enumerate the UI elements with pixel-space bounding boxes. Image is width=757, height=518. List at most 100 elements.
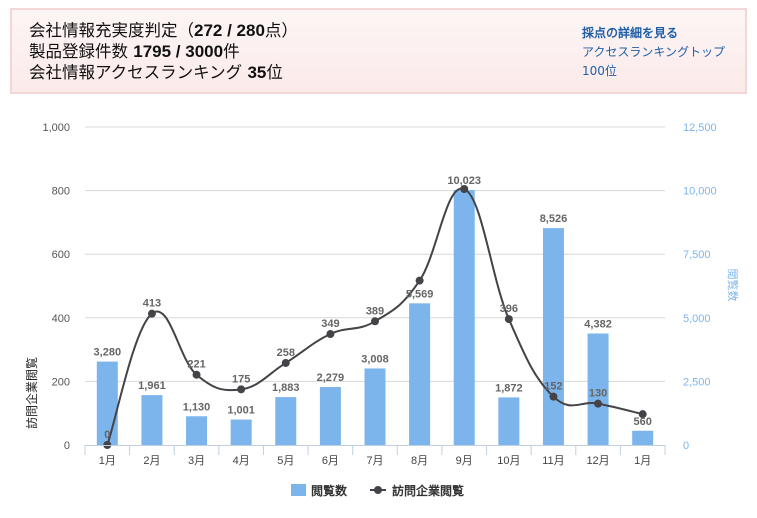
- data-labels: 3,280 1,961 1,130 1,001 1,883 2,279 3,008 5,569…: [94, 175, 652, 441]
- line-data-label: 413: [143, 298, 161, 310]
- bar-data-label: 10,023: [447, 175, 481, 187]
- ranking-label: 会社情報アクセスランキング: [29, 63, 248, 82]
- left-axis-tick-label: 1,000: [42, 122, 70, 134]
- bar-views: [542, 228, 564, 445]
- score-suffix: 点）: [264, 21, 298, 40]
- product-count-suffix: 件: [223, 42, 240, 61]
- legend-item-views[interactable]: 閲覧数: [291, 483, 348, 498]
- profile-completeness-score: 会社情報充実度判定（272 / 280点）: [29, 20, 298, 41]
- bar-views: [453, 190, 475, 445]
- legend-bar-swatch: [291, 484, 306, 496]
- right-axis-tick-label: 10,000: [683, 186, 717, 198]
- line-point-company-visits: [192, 370, 201, 379]
- grid-lines: [85, 126, 665, 382]
- line-point-company-visits: [281, 358, 290, 367]
- bar-views: [186, 416, 208, 445]
- legend-label-company-visits: 訪問企業閲覧: [392, 483, 464, 498]
- bar-data-label: 1,001: [227, 405, 255, 417]
- left-axis-tick-label: 400: [52, 313, 70, 325]
- line-path-company-visits: [106, 187, 643, 446]
- bar-views: [632, 430, 654, 445]
- score-label: 会社情報充実度判定（: [29, 21, 194, 40]
- bar-data-label: 3,280: [94, 347, 122, 359]
- line-data-label: 349: [321, 318, 339, 330]
- legend-item-company-visits[interactable]: 訪問企業閲覧: [370, 483, 464, 498]
- line-point-company-visits: [460, 185, 469, 194]
- line-point-company-visits: [504, 315, 513, 324]
- x-axis-tick-label: 9月: [456, 455, 473, 467]
- bar-views: [364, 368, 386, 445]
- product-count-label: 製品登録件数: [29, 42, 134, 61]
- legend: 閲覧数 訪問企業閲覧: [291, 483, 464, 498]
- access-ranking: 会社情報アクセスランキング 35位: [29, 62, 298, 83]
- bar-data-label: 3,008: [361, 353, 389, 365]
- company-summary-panel: 会社情報充実度判定（272 / 280点） 製品登録件数 1795 / 3000…: [10, 8, 747, 94]
- bar-views: [275, 397, 297, 445]
- x-axis-tick-label: 5月: [277, 455, 294, 467]
- line-data-label: 221: [187, 359, 205, 371]
- bar-views: [409, 303, 431, 445]
- right-axis-tick-label: 2,500: [683, 376, 711, 388]
- right-axis-tick-label: 5,000: [683, 313, 711, 325]
- line-series-company-visits: [103, 185, 647, 449]
- line-data-label: 152: [544, 381, 562, 393]
- line-point-company-visits: [147, 309, 156, 318]
- left-axis-tick-label: 0: [64, 440, 70, 452]
- line-data-label: 175: [232, 373, 250, 385]
- axes: 0 200 400 600 800 1,000 0 2,500 5,000 7,500 10,000…: [42, 122, 716, 467]
- bar-data-label: 1,872: [495, 382, 523, 394]
- x-axis-tick-label: 1月: [99, 455, 116, 467]
- x-axis-tick-label: 11月: [542, 455, 564, 467]
- left-axis-title: 訪問企業閲覧: [24, 357, 39, 429]
- line-data-label: 389: [366, 305, 384, 317]
- line-point-company-visits: [594, 399, 603, 408]
- bar-views: [230, 419, 252, 445]
- legend-label-views: 閲覧数: [311, 483, 348, 498]
- bar-data-label: 1,883: [272, 382, 300, 394]
- x-axis-tick-label: 8月: [411, 455, 428, 467]
- line-point-company-visits: [638, 410, 647, 419]
- x-axis-tick-label: 10月: [497, 455, 520, 467]
- product-registration-count: 製品登録件数 1795 / 3000件: [29, 41, 298, 62]
- x-axis-tick-label: 12月: [586, 455, 609, 467]
- x-axis-tick-label: 4月: [233, 455, 250, 467]
- line-data-label: 0: [104, 429, 110, 441]
- bar-views: [141, 395, 163, 445]
- right-axis-tick-label: 7,500: [683, 249, 711, 261]
- bar-data-label: 2,279: [317, 372, 345, 384]
- bar-data-label: 560: [634, 416, 652, 428]
- line-data-label: 396: [500, 303, 518, 315]
- bar-data-label: 4,382: [584, 319, 612, 331]
- ranking-suffix: 位: [266, 63, 283, 82]
- bar-data-label: 1,961: [138, 380, 166, 392]
- summary-links: 採点の詳細を見る アクセスランキングトップ100位: [582, 24, 745, 81]
- x-axis-tick-label: 7月: [366, 455, 383, 467]
- line-point-company-visits: [237, 385, 246, 394]
- line-point-company-visits: [549, 392, 558, 401]
- ranking-top100-link[interactable]: アクセスランキングトップ100位: [582, 45, 726, 78]
- bar-views: [319, 387, 341, 445]
- bar-views: [587, 333, 609, 445]
- right-axis-tick-label: 12,500: [683, 122, 717, 134]
- line-point-company-visits: [326, 330, 335, 339]
- right-axis-tick-label: 0: [683, 440, 689, 452]
- score-value: 272 / 280: [194, 21, 265, 40]
- bar-data-label: 1,130: [183, 401, 211, 413]
- line-point-company-visits: [371, 317, 379, 326]
- x-axis-tick-label: 3月: [188, 455, 205, 467]
- scoring-details-link[interactable]: 採点の詳細を見る: [582, 26, 679, 40]
- legend-line-marker: [374, 486, 382, 494]
- bar-views: [498, 397, 520, 445]
- line-data-label: 130: [589, 388, 607, 400]
- left-axis-tick-label: 200: [52, 376, 70, 388]
- x-axis-tick-label: 6月: [322, 455, 339, 467]
- left-axis-tick-label: 600: [52, 249, 70, 261]
- ranking-value: 35: [247, 63, 267, 82]
- bar-data-label: 5,569: [406, 288, 434, 300]
- x-axis-tick-label: 1月: [634, 455, 651, 467]
- line-data-label: 258: [277, 347, 295, 359]
- summary-lines: 会社情報充実度判定（272 / 280点） 製品登録件数 1795 / 3000…: [29, 20, 298, 83]
- access-chart: 0 200 400 600 800 1,000 0 2,500 5,000 7,500 10,000…: [24, 122, 740, 498]
- line-point-company-visits: [415, 276, 424, 285]
- bar-data-label: 8,526: [540, 213, 568, 225]
